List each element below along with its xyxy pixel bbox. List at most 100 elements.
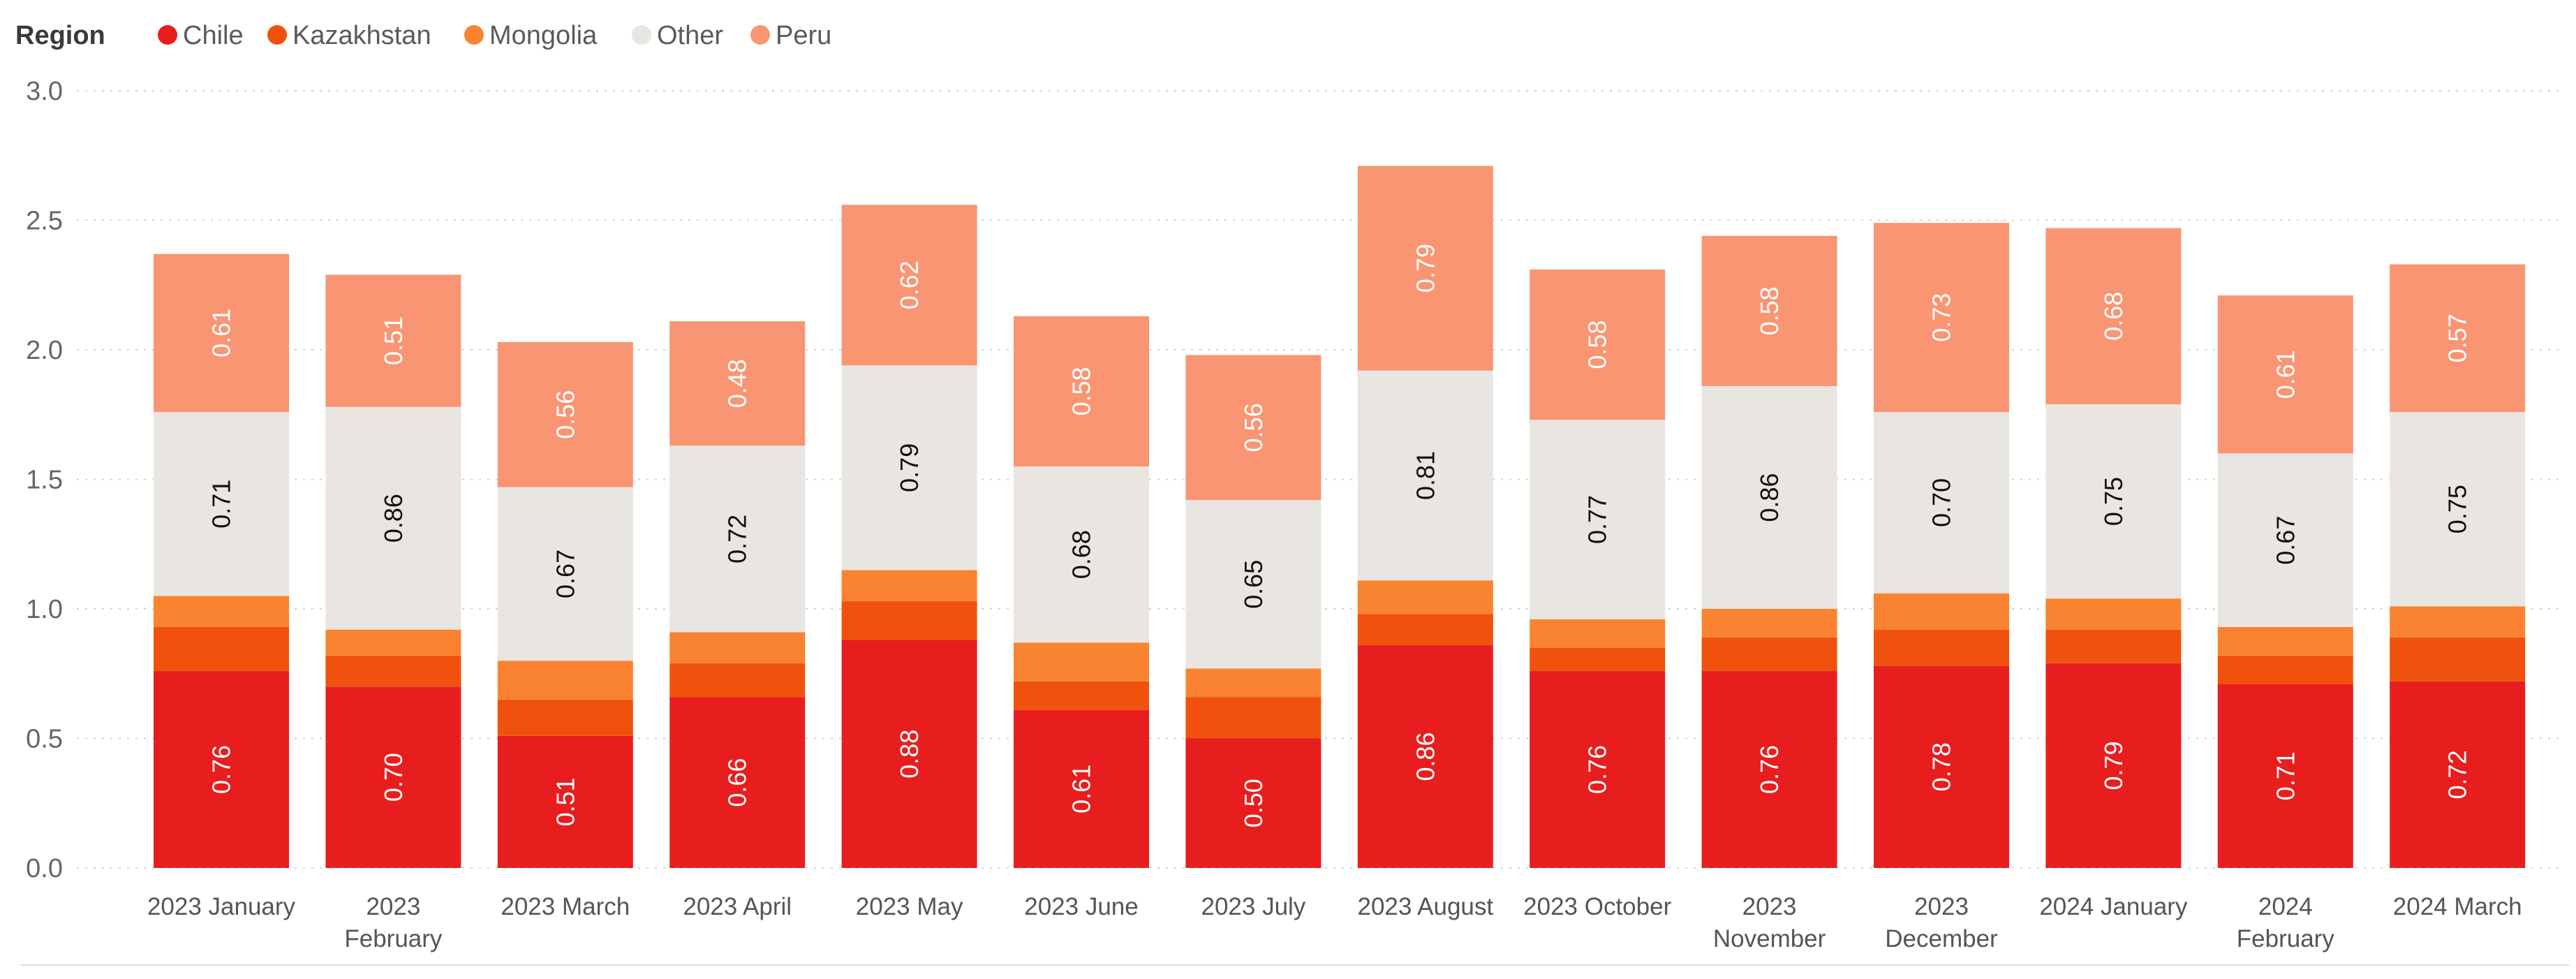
bar-segment-mongolia [1530,619,1666,648]
bar-segment-other [841,365,977,571]
data-label-other: 0.86 [1755,473,1784,522]
data-label-peru: 0.58 [1755,286,1784,335]
data-label-chile: 0.66 [723,758,752,807]
bar-segment-other [325,406,461,630]
data-label-peru: 0.48 [723,359,752,408]
data-label-other: 0.75 [2099,477,2128,526]
data-label-other: 0.67 [2271,516,2300,565]
x-tick-label: 2023 November [1713,893,1826,952]
y-tick-label: 2.0 [26,336,63,365]
data-label-other: 0.75 [2443,485,2472,533]
legend-label-peru: Peru [776,21,831,50]
data-label-chile: 0.72 [2443,750,2472,799]
bar-segment-peru [1014,316,1149,466]
bar-segment-mongolia [1701,609,1837,638]
bar-segment-mongolia [1014,642,1149,682]
bar-segment-mongolia [2217,626,2353,656]
bar-segment-chile [2045,663,2182,868]
bar-segment-peru [1185,355,1322,501]
bars [154,165,2526,868]
data-label-peru: 0.73 [1927,293,1956,342]
bar-segment-chile [2390,681,2526,868]
data-label-other: 0.71 [207,480,236,529]
data-label-chile: 0.50 [1239,779,1268,827]
data-label-chile: 0.86 [1411,732,1439,781]
data-label-peru: 0.56 [1239,403,1268,452]
y-tick-label: 0.0 [26,854,63,883]
x-tick-label: 2023 June [1024,893,1138,920]
bar-segment-chile [669,697,806,868]
bar-segment-peru [1530,269,1666,420]
bar-segment-kazakhstan [2390,637,2526,682]
data-label-other: 0.77 [1583,495,1612,544]
data-label-chile: 0.61 [1067,765,1096,814]
legend-title: Region [15,21,105,50]
data-label-peru: 0.79 [1411,244,1439,293]
x-tick-label: 2023 February [344,893,443,952]
data-label-chile: 0.76 [1755,745,1784,794]
bar-segment-kazakhstan [669,663,806,698]
x-tick-label: 2024 January [2039,893,2188,920]
data-label-chile: 0.78 [1927,742,1956,791]
bar-segment-chile [1701,671,1837,868]
bar-segment-mongolia [325,629,461,656]
bar-segment-other [2390,412,2526,607]
x-tick-label: 2023 April [683,893,792,920]
bar-segment-kazakhstan [1530,647,1666,672]
bar-segment-other [154,412,289,596]
bar-segment-peru [497,341,633,487]
x-tick-label: 2023 August [1357,893,1493,920]
bar-segment-peru [154,253,289,413]
legend-marker-kazakhstan [267,25,287,45]
bar-segment-other [2045,404,2182,599]
data-label-other: 0.79 [895,443,924,492]
bar-segment-chile [1357,645,1493,868]
legend-label-kazakhstan: Kazakhstan [293,21,431,50]
bar-segment-chile [325,686,461,868]
y-tick-label: 0.5 [26,725,63,754]
bar-segment-mongolia [669,632,806,663]
bar-segment-kazakhstan [2045,629,2182,663]
legend-label-other: Other [657,21,723,50]
x-tick-label: 2023 January [147,893,296,920]
bar-segment-kazakhstan [1357,614,1493,645]
bar-segment-mongolia [154,596,289,627]
data-labels: 0.76 0.71 0.61 0.70 0.86 0.51 0.51 0.67 0.56 0.66… [207,244,2472,827]
bar-segment-mongolia [1185,668,1322,698]
data-label-chile: 0.51 [551,777,579,826]
x-tick-label: 2023 July [1201,893,1305,920]
data-label-other: 0.68 [1067,530,1096,579]
bar-segment-kazakhstan [2217,655,2353,684]
bar-segment-chile [1185,738,1322,868]
bar-segment-chile [1530,671,1666,868]
bar-segment-other [1701,385,1837,609]
legend-marker-other [632,25,651,45]
bar-segment-kazakhstan [154,626,289,672]
data-label-other: 0.86 [379,494,408,543]
data-label-peru: 0.51 [379,316,408,365]
data-label-peru: 0.68 [2099,292,2128,341]
bar-segment-other [1185,500,1322,669]
x-tick-label: 2024 March [2393,893,2522,920]
bar-segment-other [1530,420,1666,619]
data-label-chile: 0.70 [379,753,408,802]
bar-segment-other [1014,466,1149,643]
x-tick-label: 2023 May [856,893,963,920]
bar-segment-peru [1357,165,1493,371]
data-label-peru: 0.61 [2271,350,2300,399]
bar-segment-kazakhstan [1014,681,1149,710]
bar-segment-mongolia [497,661,633,700]
bar-segment-kazakhstan [841,601,977,640]
data-label-other: 0.81 [1411,451,1439,500]
bar-segment-mongolia [1357,580,1493,614]
bar-segment-peru [841,205,977,366]
bar-segment-kazakhstan [1874,629,2009,666]
data-label-chile: 0.76 [1583,745,1612,794]
legend-marker-peru [750,25,770,45]
data-label-chile: 0.88 [895,730,924,779]
x-tick-label: 2024 February [2237,893,2335,952]
bar-segment-other [669,446,806,633]
legend-marker-chile [158,25,177,45]
bar-segment-peru [2217,295,2353,454]
bar-segment-peru [325,274,461,407]
